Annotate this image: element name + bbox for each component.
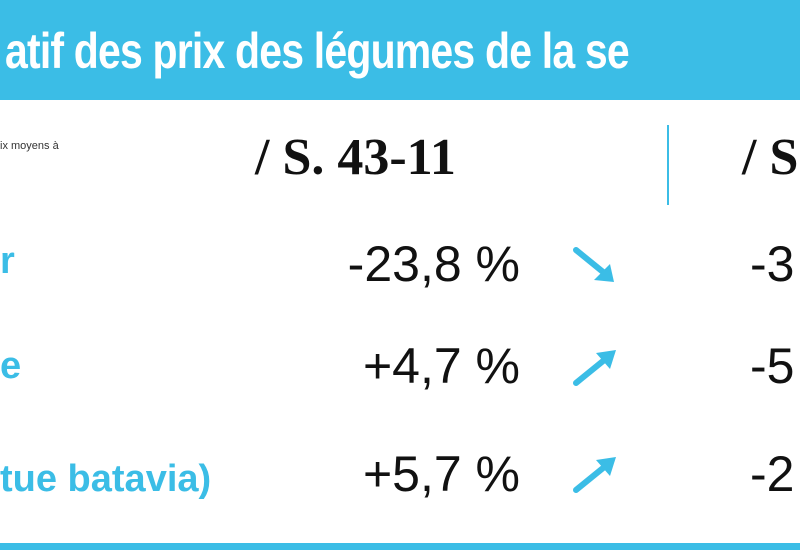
title: atif des prix des légumes de la se xyxy=(5,23,630,79)
cell: -5 xyxy=(750,338,795,394)
column-header: / S. 43-11 xyxy=(255,129,456,186)
trend-arrow xyxy=(573,247,614,282)
bottom-rule xyxy=(0,543,800,550)
title-band xyxy=(0,0,800,100)
trend-arrow xyxy=(573,350,616,386)
row-label: e xyxy=(0,345,22,387)
row-label: tue batavia) xyxy=(0,458,212,500)
cell: -23,8 % xyxy=(347,236,520,292)
cell: -2 xyxy=(750,446,795,502)
trend-arrow xyxy=(573,457,616,493)
cell: -3 xyxy=(750,236,795,292)
divider xyxy=(667,125,669,205)
column-header: / S xyxy=(742,129,799,186)
row-label: r xyxy=(0,240,15,282)
cell: +5,7 % xyxy=(362,446,520,502)
cell: +4,7 % xyxy=(362,338,520,394)
note: ix moyens à xyxy=(0,140,59,152)
